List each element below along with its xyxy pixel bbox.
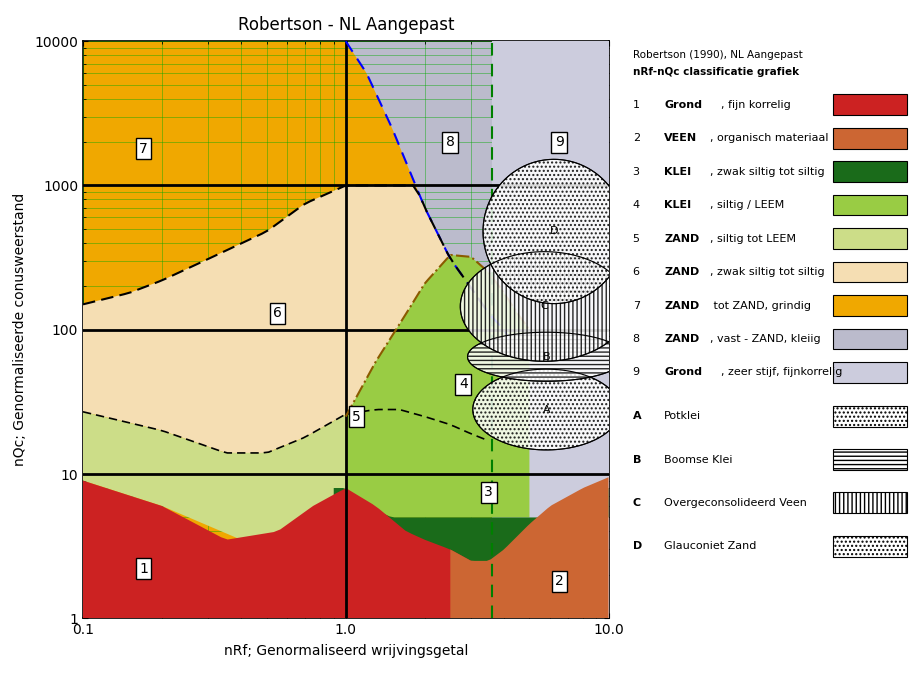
FancyBboxPatch shape <box>833 493 907 513</box>
Text: 5: 5 <box>632 234 640 244</box>
Text: 4: 4 <box>632 200 640 210</box>
Text: ZAND: ZAND <box>664 300 700 311</box>
Text: D: D <box>632 541 642 551</box>
Text: 7: 7 <box>632 300 640 311</box>
Text: 3: 3 <box>632 167 640 177</box>
Text: , organisch materiaal: , organisch materiaal <box>710 133 828 143</box>
X-axis label: nRf; Genormaliseerd wrijvingsgetal: nRf; Genormaliseerd wrijvingsgetal <box>223 644 468 658</box>
Text: , zwak siltig tot siltig: , zwak siltig tot siltig <box>710 267 824 277</box>
Text: , fijn korrelig: , fijn korrelig <box>721 100 791 110</box>
Text: B: B <box>542 352 550 362</box>
Text: 8: 8 <box>446 135 455 149</box>
Polygon shape <box>346 255 529 517</box>
FancyBboxPatch shape <box>833 449 907 470</box>
Polygon shape <box>346 41 609 373</box>
Text: 4: 4 <box>459 377 467 391</box>
Title: Robertson - NL Aangepast: Robertson - NL Aangepast <box>238 16 454 34</box>
Text: Overgeconsolideerd Veen: Overgeconsolideerd Veen <box>664 498 807 508</box>
Text: 1: 1 <box>139 562 148 576</box>
Polygon shape <box>492 41 609 373</box>
FancyBboxPatch shape <box>833 262 907 282</box>
Text: 1: 1 <box>632 100 640 110</box>
Text: Glauconiet Zand: Glauconiet Zand <box>664 541 756 551</box>
Text: KLEI: KLEI <box>664 200 692 210</box>
FancyBboxPatch shape <box>833 94 907 115</box>
Text: ZAND: ZAND <box>664 267 700 277</box>
Text: 9: 9 <box>632 368 640 377</box>
Text: ZAND: ZAND <box>664 334 700 344</box>
Text: ZAND: ZAND <box>664 234 700 244</box>
Text: 6: 6 <box>273 306 282 320</box>
Polygon shape <box>492 41 609 618</box>
Text: D: D <box>550 227 558 236</box>
Text: , zwak siltig tot siltig: , zwak siltig tot siltig <box>710 167 824 177</box>
Text: 8: 8 <box>632 334 640 344</box>
Text: , siltig / LEEM: , siltig / LEEM <box>710 200 784 210</box>
Text: C: C <box>632 498 641 508</box>
Text: B: B <box>632 455 641 464</box>
Text: 7: 7 <box>139 142 148 156</box>
Text: tot ZAND, grindig: tot ZAND, grindig <box>710 300 810 311</box>
Polygon shape <box>460 251 629 361</box>
Text: Grond: Grond <box>664 100 703 110</box>
Y-axis label: nQc; Genormaliseerde conusweerstand: nQc; Genormaliseerde conusweerstand <box>13 193 28 466</box>
Polygon shape <box>334 488 609 618</box>
Text: , zeer stijf, fijnkorrelig: , zeer stijf, fijnkorrelig <box>721 368 843 377</box>
Text: , siltig tot LEEM: , siltig tot LEEM <box>710 234 796 244</box>
Text: C: C <box>540 302 549 311</box>
Text: Potklei: Potklei <box>664 412 702 421</box>
Text: Grond: Grond <box>664 368 703 377</box>
Polygon shape <box>467 333 625 381</box>
FancyBboxPatch shape <box>833 536 907 556</box>
Text: Boomse Klei: Boomse Klei <box>664 455 733 464</box>
FancyBboxPatch shape <box>833 194 907 216</box>
Text: 2: 2 <box>632 133 640 143</box>
Text: KLEI: KLEI <box>664 167 692 177</box>
Polygon shape <box>83 185 517 453</box>
Polygon shape <box>450 477 609 618</box>
Polygon shape <box>483 159 625 304</box>
FancyBboxPatch shape <box>833 328 907 350</box>
FancyBboxPatch shape <box>833 295 907 316</box>
FancyBboxPatch shape <box>833 161 907 182</box>
Text: VEEN: VEEN <box>664 133 697 143</box>
Polygon shape <box>83 41 609 618</box>
Text: A: A <box>542 405 550 414</box>
Text: 5: 5 <box>352 409 361 424</box>
FancyBboxPatch shape <box>833 128 907 148</box>
Text: A: A <box>632 412 642 421</box>
Text: nRf-nQc classificatie grafiek: nRf-nQc classificatie grafiek <box>632 67 798 77</box>
Text: 2: 2 <box>555 574 563 589</box>
Text: 6: 6 <box>632 267 640 277</box>
Polygon shape <box>83 409 504 539</box>
Text: , vast - ZAND, kleiig: , vast - ZAND, kleiig <box>710 334 821 344</box>
FancyBboxPatch shape <box>833 406 907 427</box>
FancyBboxPatch shape <box>833 362 907 383</box>
FancyBboxPatch shape <box>833 228 907 249</box>
Text: Robertson (1990), NL Aangepast: Robertson (1990), NL Aangepast <box>632 50 802 60</box>
Polygon shape <box>83 481 471 618</box>
Polygon shape <box>473 369 620 450</box>
Text: 9: 9 <box>555 135 563 149</box>
Text: 3: 3 <box>484 485 493 499</box>
